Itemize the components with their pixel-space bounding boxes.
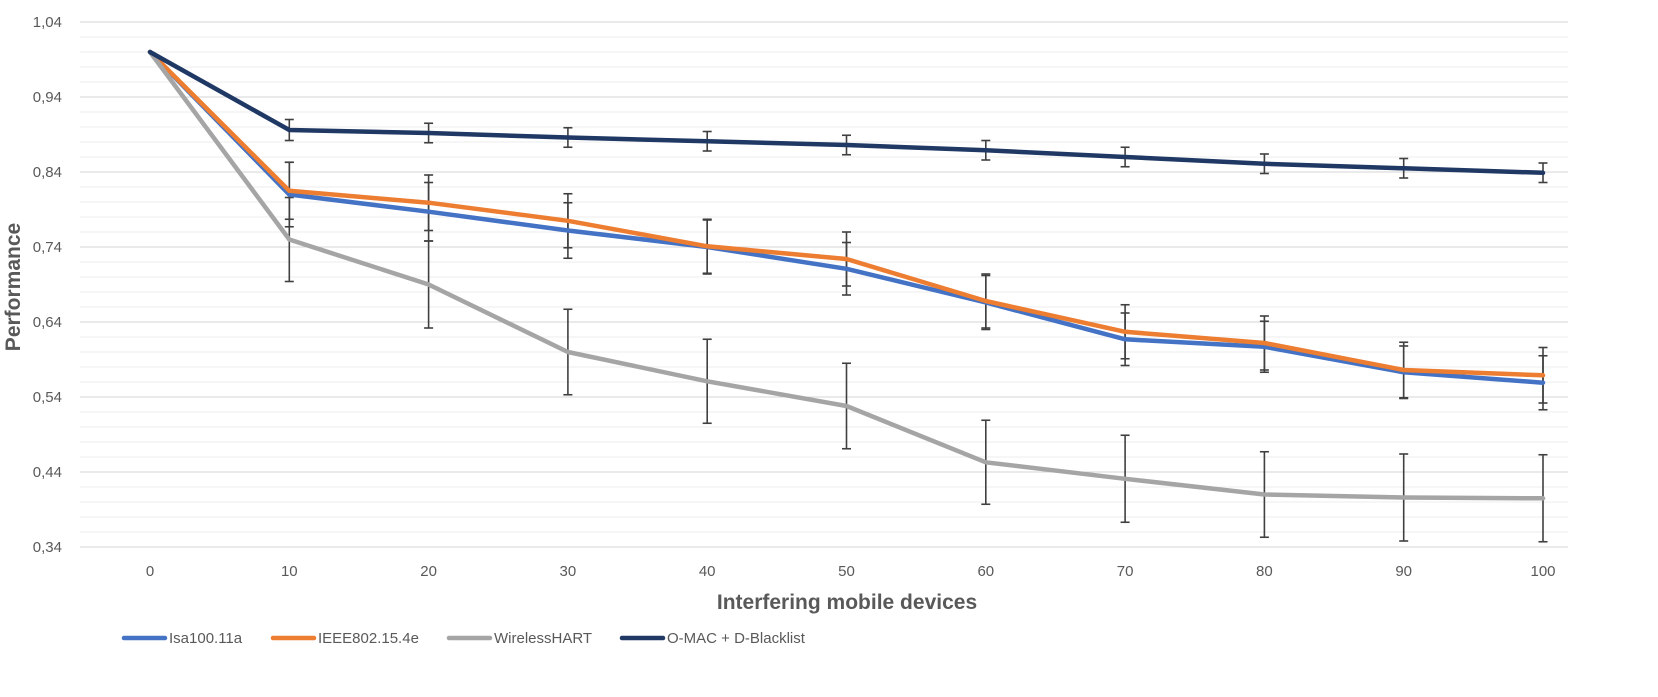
x-tick-label: 30 [560,563,577,580]
series-line [147,49,1546,378]
legend: Isa100.11a IEEE802.15.4e WirelessHART O-MAC… [121,630,806,647]
x-axis-title: Interfering mobile devices [717,591,977,614]
series-line [147,49,1546,176]
x-axis-tick-labels: 0 10 20 30 40 50 60 70 80 90 100 [146,563,1556,580]
x-tick-label: 0 [146,563,154,580]
x-tick-label: 70 [1117,563,1134,580]
y-tick-label: 0,64 [33,314,62,331]
x-tick-label: 40 [699,563,716,580]
legend-label: O-MAC + D-Blacklist [667,630,806,647]
x-tick-label: 80 [1256,563,1273,580]
y-tick-label: 0,34 [33,539,62,556]
minor-gridlines [80,36,1568,533]
y-tick-label: 0,54 [33,389,62,406]
legend-item: WirelessHART [446,630,592,647]
x-tick-label: 10 [281,563,298,580]
x-tick-label: 50 [838,563,855,580]
error-bars [284,118,1548,543]
legend-label: Isa100.11a [169,630,243,647]
legend-item: Isa100.11a [121,630,243,647]
y-axis-tick-labels: 0,34 0,44 0,54 0,64 0,74 0,84 0,94 1,04 [33,14,62,556]
y-axis-title: Performance [2,223,25,351]
y-tick-label: 0,74 [33,239,62,256]
series-line [147,49,1546,501]
legend-item: IEEE802.15.4e [270,630,419,647]
legend-item: O-MAC + D-Blacklist [619,630,806,647]
x-tick-label: 20 [420,563,437,580]
y-tick-label: 0,94 [33,89,62,106]
x-tick-label: 60 [977,563,994,580]
legend-label: WirelessHART [494,630,592,647]
x-tick-label: 90 [1395,563,1412,580]
y-tick-label: 0,84 [33,164,62,181]
major-gridlines [80,21,1568,548]
x-tick-label: 100 [1530,563,1555,580]
y-tick-label: 0,44 [33,464,62,481]
series-lines [147,49,1546,501]
y-tick-label: 1,04 [33,14,62,31]
series-line [147,49,1546,385]
legend-label: IEEE802.15.4e [318,630,419,647]
